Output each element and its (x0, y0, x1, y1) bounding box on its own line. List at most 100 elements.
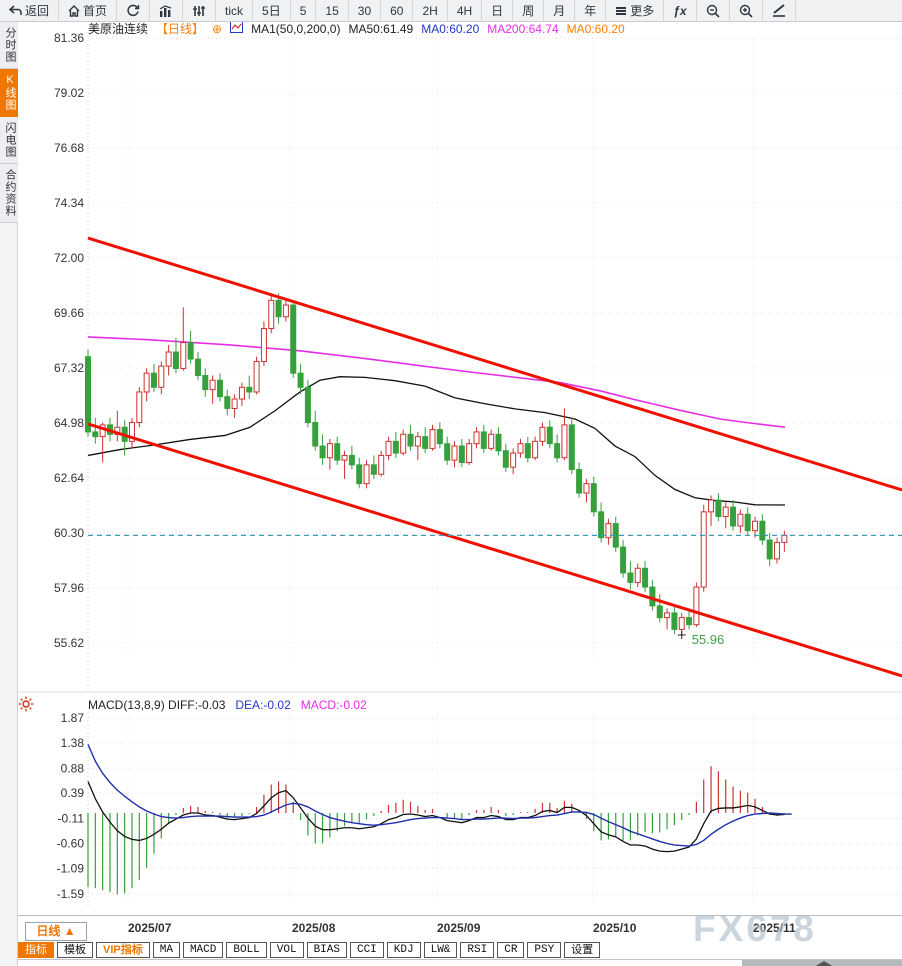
back-button[interactable]: 返回 (0, 0, 60, 21)
indicator-tab-row: 指标 模板 VIP指标 MA MACD BOLL VOL BIAS CCI KDJ LW& RSI CR… (18, 942, 601, 958)
svg-text:64.98: 64.98 (54, 416, 84, 430)
fx-indicator-button[interactable]: ƒx (664, 0, 697, 21)
period-year-button-label: 年 (584, 4, 597, 18)
cci-tab[interactable]: CCI (349, 942, 384, 958)
rsi-tab[interactable]: RSI (460, 942, 495, 958)
x-axis-label: 2025/07 (128, 921, 172, 935)
period-year-button[interactable]: 年 (575, 0, 607, 21)
period-15-button-label: 15 (325, 3, 339, 18)
ma200-value: MA200:64.74 (487, 21, 559, 36)
period-2h-button-label: 2H (422, 3, 438, 18)
svg-text:62.64: 62.64 (54, 471, 84, 485)
back-button-label: 返回 (25, 4, 50, 18)
period-day-button-label: 日 (491, 4, 504, 18)
period-2h-button[interactable]: 2H (413, 0, 448, 21)
vol-tab[interactable]: VOL (269, 942, 304, 958)
menu-icon (615, 6, 627, 16)
period-60-button[interactable]: 60 (381, 0, 414, 21)
horizontal-scrollbar[interactable] (18, 959, 902, 966)
home-icon (68, 4, 80, 17)
bottom-band: 日线 ▲ 2025/07 2025/08 2025/09 2025/10 2025/11… (0, 915, 902, 966)
kdj-tab[interactable]: KDJ (386, 942, 421, 958)
period-60-button-label: 60 (390, 3, 404, 18)
settings-tab[interactable]: 设置 (564, 942, 601, 958)
indicator-settings-sun-icon[interactable] (18, 696, 34, 717)
bias-tab[interactable]: BIAS (306, 942, 347, 958)
period-tick-button[interactable]: tick (216, 0, 254, 21)
macd-config-label: MACD(13,8,9) DIFF:-0.03 (88, 697, 226, 712)
ma50-value: MA50:61.49 (348, 21, 414, 36)
candle-chart-button[interactable] (183, 0, 217, 21)
period-week-button-label: 周 (522, 4, 535, 18)
home-button-label: 首页 (83, 4, 108, 18)
fx-icon: ƒx (673, 3, 687, 18)
period-day-button[interactable]: 日 (482, 0, 514, 21)
h-scrollbar-thumb[interactable] (742, 960, 902, 966)
svg-text:1.87: 1.87 (61, 711, 85, 725)
sidebar-tab-kline-chart[interactable]: K线图 (0, 69, 18, 117)
instrument-name: 美原油连续 (88, 22, 149, 36)
period-5d-button-label: 5日 (262, 4, 281, 18)
panel-collapse-arrow-icon[interactable] (814, 961, 834, 966)
more-button[interactable]: 更多 (606, 0, 665, 21)
vip-indicator-tab[interactable]: VIP指标 (96, 942, 150, 958)
period-15-button[interactable]: 15 (316, 0, 349, 21)
ma-config-label: MA1(50,0,200,0) (251, 21, 341, 36)
x-axis-label: 2025/10 (593, 921, 637, 935)
period-tag: 【日线】 (156, 22, 205, 36)
svg-text:79.02: 79.02 (54, 86, 84, 100)
boll-tab[interactable]: BOLL (226, 942, 267, 958)
draw-line-button[interactable] (763, 0, 796, 21)
svg-text:0.88: 0.88 (61, 761, 85, 775)
svg-text:72.00: 72.00 (54, 251, 84, 265)
mini-chart-icon (230, 21, 244, 36)
ma-tab[interactable]: MA (152, 942, 180, 958)
svg-text:69.66: 69.66 (54, 306, 84, 320)
cr-tab[interactable]: CR (497, 942, 525, 958)
macd-header: MACD(13,8,9) DIFF:-0.03 DEA:-0.02 MACD:-… (88, 697, 367, 712)
period-month-button-label: 月 (553, 4, 566, 18)
svg-text:55.62: 55.62 (54, 636, 84, 650)
refresh-icon (126, 4, 140, 17)
svg-text:1.38: 1.38 (61, 736, 85, 750)
back-icon (9, 5, 22, 16)
lw-tab[interactable]: LW& (423, 942, 458, 958)
period-5d-button[interactable]: 5日 (253, 0, 291, 21)
svg-text:81.36: 81.36 (54, 31, 84, 45)
svg-text:74.34: 74.34 (54, 196, 84, 210)
zoom-out-button[interactable] (697, 0, 730, 21)
bar-chart-button[interactable] (150, 0, 184, 21)
macd-value: MACD:-0.02 (300, 697, 367, 712)
svg-text:76.68: 76.68 (54, 141, 84, 155)
period-selector-button[interactable]: 日线 ▲ (25, 922, 87, 941)
svg-text:57.96: 57.96 (54, 581, 84, 595)
x-axis-label: 2025/09 (437, 921, 481, 935)
sidebar-tab-lightning-chart[interactable]: 闪电图 (0, 117, 18, 164)
period-month-button[interactable]: 月 (544, 0, 576, 21)
svg-text:-0.60: -0.60 (57, 836, 85, 850)
add-indicator-icon[interactable]: ⊕ (212, 21, 223, 36)
psy-tab[interactable]: PSY (527, 942, 562, 958)
period-tick-button-label: tick (225, 3, 244, 18)
period-week-button[interactable]: 周 (513, 0, 545, 21)
period-4h-button[interactable]: 4H (448, 0, 483, 21)
indicator-tab[interactable]: 指标 (18, 942, 54, 958)
svg-text:67.32: 67.32 (54, 361, 84, 375)
period-30-button[interactable]: 30 (349, 0, 382, 21)
macd-tab[interactable]: MACD (182, 942, 224, 958)
refresh-button[interactable] (117, 0, 151, 21)
zoom-in-button[interactable] (730, 0, 763, 21)
svg-text:-1.59: -1.59 (57, 887, 85, 901)
template-tab[interactable]: 模板 (57, 942, 93, 958)
sidebar-tab-contract-info[interactable]: 合约资料 (0, 164, 18, 223)
home-button[interactable]: 首页 (59, 0, 118, 21)
sidebar-tab-time-chart[interactable]: 分时图 (0, 22, 18, 69)
svg-text:-0.11: -0.11 (58, 812, 85, 826)
zoom-in-icon (739, 4, 753, 18)
dea-value: DEA:-0.02 (235, 697, 291, 712)
period-5-button[interactable]: 5 (291, 0, 317, 21)
svg-text:60.30: 60.30 (54, 526, 84, 540)
period-30-button-label: 30 (357, 3, 372, 18)
